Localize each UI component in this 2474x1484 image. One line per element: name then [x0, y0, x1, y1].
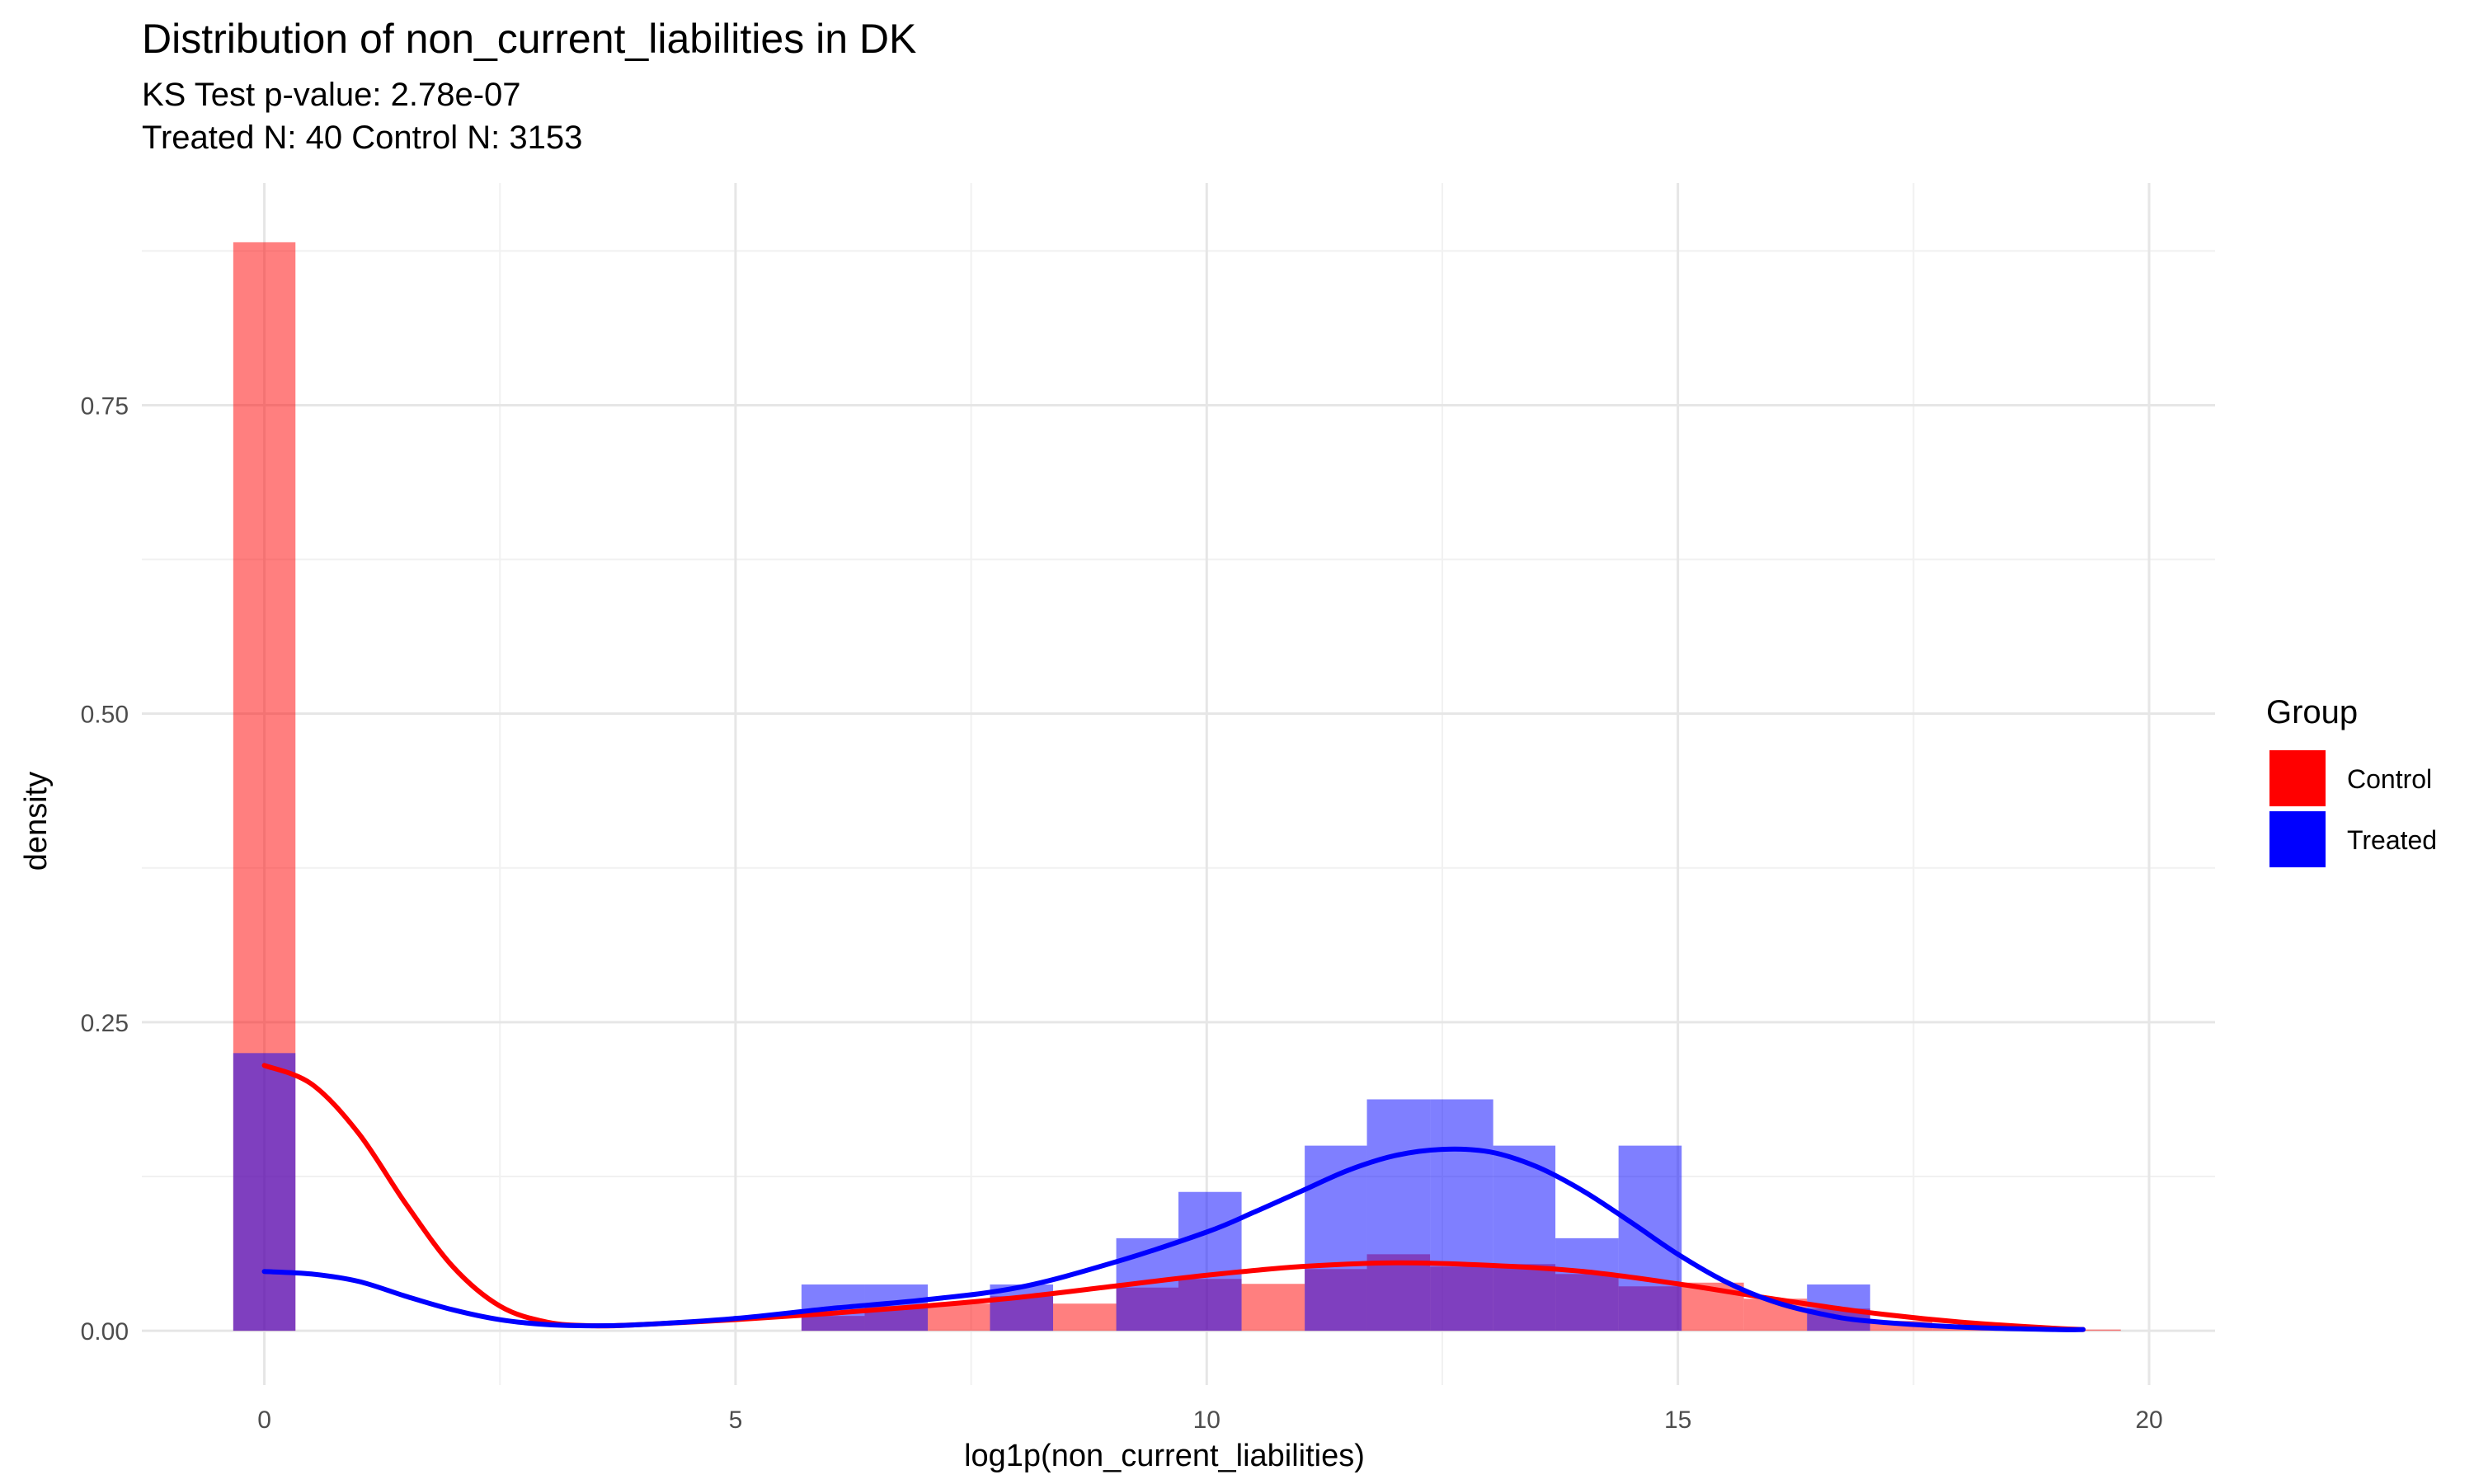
histogram-bar-treated: [1493, 1145, 1556, 1331]
y-tick-label: 0.25: [81, 1010, 129, 1037]
x-tick-label: 10: [1193, 1407, 1221, 1434]
chart-subtitle-line-2: Treated N: 40 Control N: 3153: [142, 120, 582, 156]
density-curve-treated: [261, 1146, 2086, 1332]
legend-title: Group: [2266, 694, 2358, 730]
histogram-bar-treated: [1430, 1099, 1493, 1331]
x-tick-label: 5: [729, 1407, 743, 1434]
y-tick-label: 0.75: [81, 392, 129, 420]
histogram-bar-control: [928, 1303, 990, 1331]
legend-label-control: Control: [2347, 764, 2432, 794]
y-axis-title: density: [19, 772, 54, 871]
x-tick-label: 15: [1664, 1407, 1691, 1434]
chart-subtitle-line-1: KS Test p-value: 2.78e-07: [142, 77, 521, 113]
histogram-bar-treated: [233, 1053, 296, 1331]
histogram-bar-control: [1053, 1303, 1117, 1331]
y-tick-label: 0.50: [81, 702, 129, 729]
histogram-bar-treated: [1178, 1191, 1242, 1331]
histogram-bar-treated: [1366, 1099, 1431, 1331]
axis-tick-labels: 0 5 10 15 20 0.00 0.25 0.50 0.75: [81, 392, 2163, 1434]
histogram-bar-treated: [1555, 1237, 1619, 1331]
density-curves: [261, 1063, 2086, 1332]
x-tick-label: 20: [2135, 1407, 2162, 1434]
legend-key-control: [2269, 750, 2326, 806]
x-tick-label: 0: [257, 1407, 271, 1434]
histogram-bar-control: [1241, 1284, 1305, 1331]
chart-title: Distribution of non_current_liabilities …: [142, 16, 916, 62]
x-axis-title: log1p(non_current_liabilities): [964, 1439, 1365, 1473]
histogram-bar-control: [2058, 1329, 2121, 1331]
legend-key-treated: [2269, 811, 2326, 867]
y-tick-label: 0.00: [81, 1318, 129, 1345]
legend: Group Control Treated: [2266, 694, 2437, 867]
legend-label-treated: Treated: [2347, 825, 2437, 855]
